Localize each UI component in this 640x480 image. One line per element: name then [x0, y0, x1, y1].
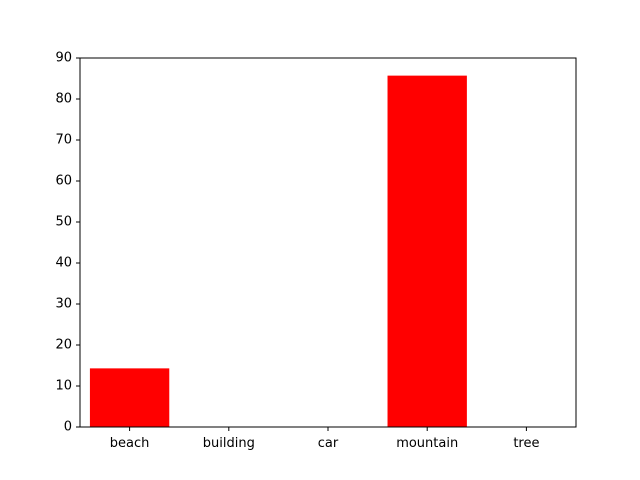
y-axis: 0 10 20 30 40 50 60 70 80 90	[55, 51, 80, 435]
y-tick-label: 60	[55, 174, 72, 189]
bar-mountain	[387, 75, 467, 427]
y-tick-label: 90	[55, 51, 72, 66]
y-tick-label: 80	[55, 92, 72, 107]
x-axis: beach building car mountain tree	[110, 427, 539, 451]
x-tick-label-beach: beach	[110, 436, 150, 451]
bars-layer	[89, 75, 467, 427]
bar-beach	[89, 368, 170, 427]
plot-background	[80, 58, 576, 427]
y-tick-label: 20	[55, 338, 72, 353]
y-tick-label: 50	[55, 215, 72, 230]
x-tick-label-car: car	[318, 436, 339, 451]
x-tick-label-building: building	[203, 436, 255, 451]
y-tick-label: 0	[64, 420, 72, 435]
y-tick-label: 40	[55, 256, 72, 271]
x-tick-label-mountain: mountain	[396, 436, 458, 451]
y-tick-label: 10	[55, 379, 72, 394]
x-tick-label-tree: tree	[513, 436, 539, 451]
y-tick-label: 30	[55, 297, 72, 312]
y-tick-label: 70	[55, 133, 72, 148]
plot-frame	[79, 57, 577, 428]
